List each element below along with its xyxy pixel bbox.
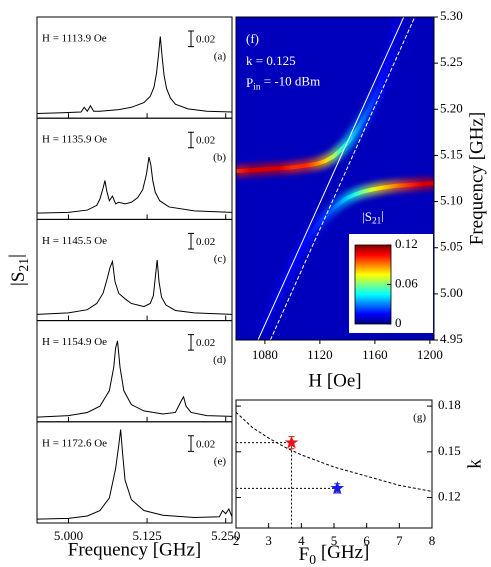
x-axis-label-part: F bbox=[299, 544, 310, 565]
colorbar-label-part: |S bbox=[362, 209, 372, 224]
scale-bar bbox=[188, 232, 194, 250]
x-tick-label: 2 bbox=[233, 533, 240, 548]
panel-frame bbox=[235, 16, 435, 341]
annotation-part: P bbox=[246, 75, 253, 90]
panel-label: (c) bbox=[214, 253, 227, 265]
panel-label: (b) bbox=[213, 152, 226, 164]
colorbar-tick-label: 0.06 bbox=[395, 275, 418, 290]
annotation: k = 0.125 bbox=[246, 53, 296, 68]
scale-bar bbox=[188, 131, 194, 149]
scale-bar bbox=[188, 334, 194, 351]
scale-bar-label: 0.02 bbox=[196, 236, 215, 248]
annotation: Pin = -10 dBm bbox=[246, 74, 320, 93]
branch bbox=[236, 17, 401, 174]
y-tick-label: 5.30 bbox=[440, 8, 463, 23]
star-point bbox=[284, 435, 299, 449]
branch bbox=[260, 181, 434, 333]
star-point bbox=[330, 481, 345, 495]
panel-label: (d) bbox=[213, 354, 226, 366]
data-line bbox=[235, 411, 433, 492]
scale-bar-label: 0.02 bbox=[196, 337, 215, 349]
annotation: H = 1113.9 Oe bbox=[42, 33, 107, 45]
y-axis-label-part: | bbox=[6, 254, 27, 258]
scale-bar-label: 0.02 bbox=[196, 438, 215, 450]
data-line bbox=[36, 429, 233, 520]
scale-bar bbox=[188, 30, 194, 48]
panel-frame bbox=[36, 421, 233, 524]
colorbar-tick-label: 0 bbox=[395, 315, 402, 330]
x-axis-label-part: 0 bbox=[309, 552, 316, 567]
annotation: H = 1154.9 Oe bbox=[42, 336, 107, 348]
x-axis-label-part: [GHz] bbox=[316, 542, 369, 563]
y-axis-label-part: |S bbox=[8, 272, 29, 286]
annotation: (f) bbox=[246, 31, 259, 46]
y-tick-label: 4.95 bbox=[440, 331, 463, 346]
x-axis-label: H [Oe] bbox=[308, 370, 361, 391]
panel-label: (g) bbox=[413, 412, 426, 424]
mode-line bbox=[257, 17, 405, 340]
x-tick-label: 5.125 bbox=[132, 528, 161, 543]
x-tick-label: 3 bbox=[265, 533, 272, 548]
annotation-part: in bbox=[253, 82, 261, 92]
annotation-part: = -10 dBm bbox=[261, 74, 321, 89]
data-line bbox=[36, 36, 233, 115]
y-tick-label: 5.00 bbox=[440, 285, 463, 300]
y-tick-label: 5.25 bbox=[440, 54, 463, 69]
y-axis-label: k bbox=[464, 459, 485, 469]
scale-bar bbox=[188, 435, 194, 452]
y-tick-label: 5.10 bbox=[440, 193, 463, 208]
x-tick-label: 5 bbox=[331, 533, 338, 548]
annotation: H = 1172.6 Oe bbox=[42, 437, 107, 449]
x-tick-label: 5.250 bbox=[211, 528, 240, 543]
y-tick-label: 5.05 bbox=[440, 239, 463, 254]
scale-bar-label: 0.02 bbox=[196, 34, 215, 46]
x-tick-label: 1080 bbox=[252, 347, 278, 362]
colorbar-label-part: | bbox=[381, 208, 384, 223]
panel-label: (e) bbox=[214, 455, 227, 467]
x-axis-label: Frequency [GHz] bbox=[68, 539, 201, 560]
y-axis-label-part: 21 bbox=[16, 258, 31, 272]
colorbar-label-part: 21 bbox=[372, 216, 382, 226]
panel-label: (a) bbox=[214, 51, 227, 63]
x-tick-label: 6 bbox=[363, 533, 370, 548]
mode-line bbox=[269, 17, 416, 340]
heatmap-plot bbox=[236, 17, 434, 340]
x-tick-label: 5.000 bbox=[54, 528, 83, 543]
y-tick-label: 5.15 bbox=[440, 146, 463, 161]
x-tick-label: 7 bbox=[396, 533, 403, 548]
x-tick-label: 4 bbox=[298, 533, 305, 548]
y-tick-label: 5.20 bbox=[440, 100, 463, 115]
x-tick-label: 8 bbox=[429, 533, 436, 548]
x-tick-label: 1160 bbox=[362, 347, 388, 362]
annotation: H = 1135.9 Oe bbox=[42, 134, 107, 146]
scale-bar-label: 0.02 bbox=[196, 135, 215, 147]
x-tick-label: 1200 bbox=[417, 347, 443, 362]
colorbar bbox=[354, 244, 392, 325]
y-axis-label: |S21| bbox=[6, 254, 30, 286]
y-axis-label: Frequency [GHz] bbox=[466, 112, 487, 245]
annotation: H = 1145.5 Oe bbox=[42, 235, 107, 247]
data-line bbox=[36, 340, 233, 418]
y-tick-label: 0.15 bbox=[438, 443, 461, 458]
y-tick-label: 0.12 bbox=[438, 489, 461, 504]
x-axis-label: F0 [GHz] bbox=[299, 542, 370, 566]
colorbar-tick-label: 0.12 bbox=[395, 236, 418, 251]
data-line bbox=[36, 259, 233, 315]
colorbar-label: |S21| bbox=[362, 208, 384, 227]
y-tick-label: 0.18 bbox=[438, 397, 461, 412]
data-line bbox=[36, 157, 233, 214]
panel-frame bbox=[235, 399, 433, 529]
x-tick-label: 1120 bbox=[307, 347, 333, 362]
